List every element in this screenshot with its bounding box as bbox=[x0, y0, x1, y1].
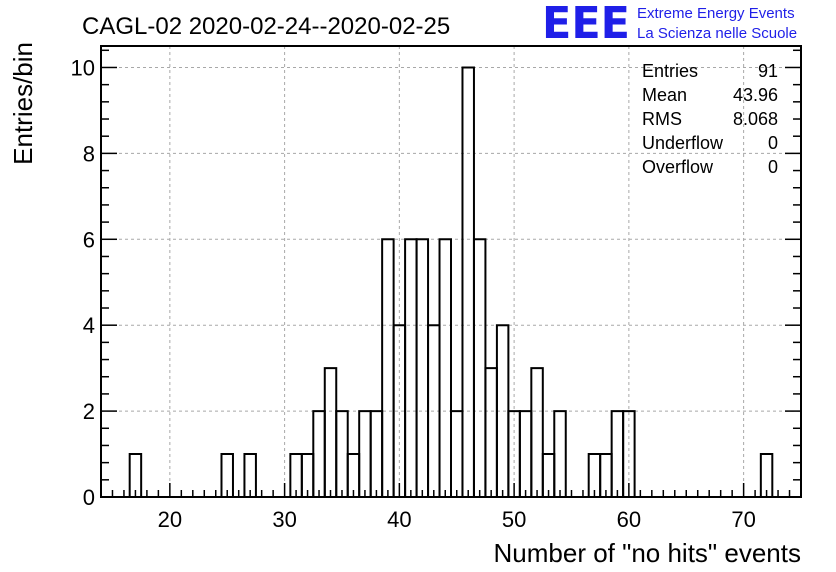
histogram-bin bbox=[518, 410, 533, 497]
histogram-bin bbox=[484, 367, 498, 497]
histogram-bin bbox=[128, 453, 143, 497]
histogram-bin bbox=[415, 238, 430, 497]
y-tick-label: 0 bbox=[83, 485, 95, 510]
histogram-bin bbox=[358, 410, 372, 497]
y-tick-label: 6 bbox=[83, 227, 95, 252]
x-tick-label: 70 bbox=[731, 507, 755, 532]
histogram-bin bbox=[530, 367, 544, 497]
histogram-bin bbox=[622, 410, 636, 497]
stats-value: 0 bbox=[768, 157, 778, 177]
x-tick-label: 30 bbox=[272, 507, 296, 532]
eee-logo: EEE Extreme Energy Events La Scienza nel… bbox=[542, 0, 797, 49]
stats-label: Underflow bbox=[642, 133, 724, 153]
histogram-bin bbox=[461, 66, 475, 497]
y-axis-label: Entries/bin bbox=[8, 42, 38, 165]
histogram-bin bbox=[759, 453, 774, 497]
stats-label: Overflow bbox=[642, 157, 714, 177]
histogram-bin bbox=[323, 367, 338, 497]
histogram-bin bbox=[381, 238, 395, 497]
chart-title: CAGL-02 2020-02-24--2020-02-25 bbox=[82, 13, 450, 40]
histogram-bars bbox=[128, 66, 774, 497]
histogram-bin bbox=[450, 410, 464, 497]
stats-box: Entries 91 Mean 43.96 RMS 8.068 Underflow 0 Over… bbox=[642, 61, 778, 177]
x-axis-label: Number of "no hits" events bbox=[494, 538, 802, 568]
stats-label: Mean bbox=[642, 85, 687, 105]
x-tick-label: 40 bbox=[387, 507, 411, 532]
histogram-bin bbox=[553, 410, 567, 497]
x-tick-label: 50 bbox=[502, 507, 526, 532]
axis-ticks bbox=[100, 49, 802, 498]
x-tick-labels: 20 30 40 50 60 70 bbox=[158, 507, 756, 532]
y-tick-label: 10 bbox=[71, 55, 95, 80]
stats-label: RMS bbox=[642, 109, 682, 129]
stats-value: 8.068 bbox=[733, 109, 778, 129]
logo-mark: EEE bbox=[542, 0, 630, 49]
histogram-bin bbox=[472, 238, 487, 497]
histogram-bin bbox=[438, 238, 452, 497]
stats-value: 91 bbox=[758, 61, 778, 81]
y-tick-labels: 0 2 4 6 8 10 bbox=[71, 55, 95, 510]
x-tick-label: 20 bbox=[158, 507, 182, 532]
histogram-bin bbox=[335, 410, 349, 497]
logo-line2: La Scienza nelle Scuole bbox=[637, 25, 797, 42]
stats-value: 0 bbox=[768, 133, 778, 153]
histogram-bin bbox=[243, 453, 257, 497]
histogram-bin bbox=[220, 453, 234, 497]
logo-line1: Extreme Energy Events bbox=[637, 5, 795, 22]
histogram-bin bbox=[404, 238, 418, 497]
stats-label: Entries bbox=[642, 61, 698, 81]
stats-value: 43.96 bbox=[733, 85, 778, 105]
y-tick-label: 8 bbox=[83, 141, 95, 166]
histogram-bin bbox=[369, 410, 384, 497]
plot-frame bbox=[100, 45, 802, 498]
x-tick-label: 60 bbox=[617, 507, 641, 532]
y-tick-label: 4 bbox=[83, 313, 95, 338]
histogram-bin bbox=[610, 410, 625, 497]
histogram-bin bbox=[312, 410, 326, 497]
y-tick-label: 2 bbox=[83, 399, 95, 424]
